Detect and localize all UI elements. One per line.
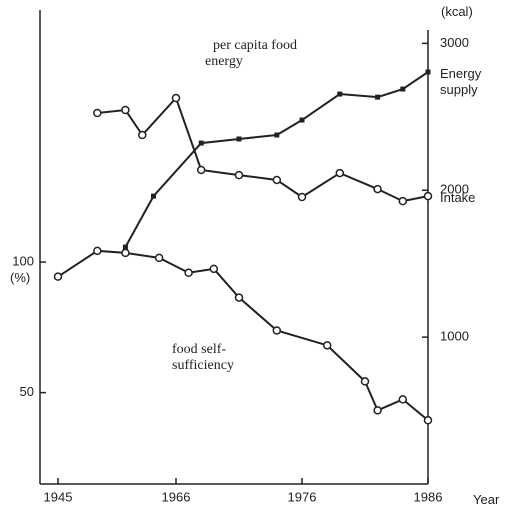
point — [335, 168, 345, 178]
point — [423, 191, 433, 201]
point — [121, 248, 130, 258]
y2-tick-label: 2000 — [440, 182, 469, 197]
y-tick-label: 50 — [20, 384, 34, 399]
series-label: food self-sufficiency — [172, 342, 234, 373]
point — [93, 246, 102, 256]
point — [236, 136, 242, 142]
point — [272, 326, 282, 335]
point — [337, 91, 343, 97]
x-axis-label: Year — [473, 492, 500, 507]
point — [299, 117, 305, 123]
y-tick-label: 100 — [12, 253, 34, 268]
x-tick-label: 1986 — [414, 489, 443, 504]
point — [121, 105, 130, 115]
y-axis-label: (%) — [10, 270, 31, 285]
point — [184, 268, 193, 278]
point — [423, 416, 433, 425]
x-tick-label: 1966 — [162, 489, 191, 504]
point — [234, 293, 244, 302]
series-line — [57, 249, 429, 422]
point — [425, 69, 431, 75]
point — [373, 184, 382, 194]
point — [234, 170, 244, 180]
point — [151, 193, 157, 199]
point — [398, 395, 408, 404]
annotation: per capita food energy — [205, 38, 297, 69]
y2-tick-label: 1000 — [440, 329, 469, 344]
point — [373, 406, 382, 415]
point — [171, 93, 181, 103]
series-label: Energy supply — [440, 66, 482, 97]
point — [297, 192, 307, 202]
point — [53, 272, 63, 281]
point — [322, 341, 332, 350]
series-line — [97, 96, 429, 203]
series-line — [124, 71, 429, 248]
point — [272, 175, 282, 185]
point — [375, 94, 381, 100]
point — [122, 244, 128, 250]
point — [360, 377, 370, 386]
point — [138, 130, 147, 140]
point — [400, 86, 406, 92]
y2-tick-label: 3000 — [440, 35, 469, 50]
point — [154, 253, 164, 263]
x-tick-label: 1945 — [44, 489, 73, 504]
point — [93, 108, 102, 118]
x-tick-label: 1976 — [288, 489, 317, 504]
point — [196, 165, 206, 175]
point — [198, 140, 204, 146]
point — [398, 196, 408, 206]
point — [209, 264, 219, 274]
y2-axis-label: (kcal) — [441, 4, 473, 19]
point — [274, 132, 280, 138]
series-label: Intake — [440, 190, 476, 205]
